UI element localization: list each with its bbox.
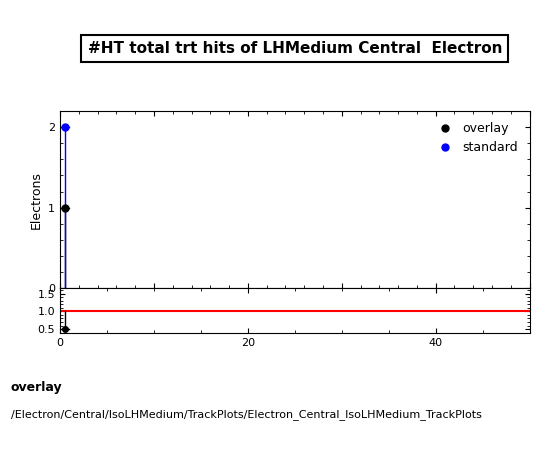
Text: #HT total trt hits of LHMedium Central  Electron: #HT total trt hits of LHMedium Central E… <box>87 41 502 56</box>
Y-axis label: Electrons: Electrons <box>29 170 43 229</box>
Text: /Electron/Central/IsoLHMedium/TrackPlots/Electron_Central_IsoLHMedium_TrackPlots: /Electron/Central/IsoLHMedium/TrackPlots… <box>11 409 482 420</box>
Legend: overlay, standard: overlay, standard <box>428 117 524 159</box>
Text: overlay: overlay <box>11 381 63 394</box>
